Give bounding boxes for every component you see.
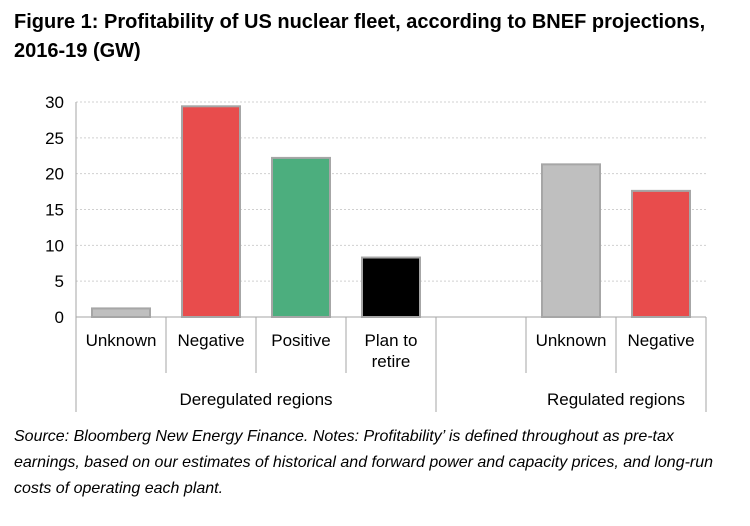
bar [541,163,601,318]
source-note: Source: Bloomberg New Energy Finance. No… [14,428,714,497]
x-tick-label: Positive [271,331,331,350]
bar [91,307,151,318]
y-tick-label: 5 [55,272,64,291]
y-tick-label: 25 [45,129,64,148]
chart-title: Figure 1: Profitability of US nuclear fl… [14,11,706,62]
x-tick-label: Negative [627,331,694,350]
bar [631,189,691,318]
x-tick-label: Unknown [86,331,157,350]
x-tick-label: Negative [177,331,244,350]
x-tick-label: Unknown [536,331,607,350]
group-label: Regulated regions [547,390,685,409]
x-tick-label: Plan to retire [365,331,418,371]
y-tick-label: 15 [45,201,64,220]
y-tick-label: 10 [45,236,64,255]
bar [181,105,241,318]
group-label: Deregulated regions [179,390,332,409]
y-tick-label: 20 [45,165,64,184]
y-tick-label: 30 [45,93,64,112]
bar [361,256,421,318]
y-tick-label: 0 [55,308,64,327]
bar [271,156,331,319]
bar-chart: 0 5 10 15 20 25 30 Unknown Negative Positive Plan … [45,93,707,412]
